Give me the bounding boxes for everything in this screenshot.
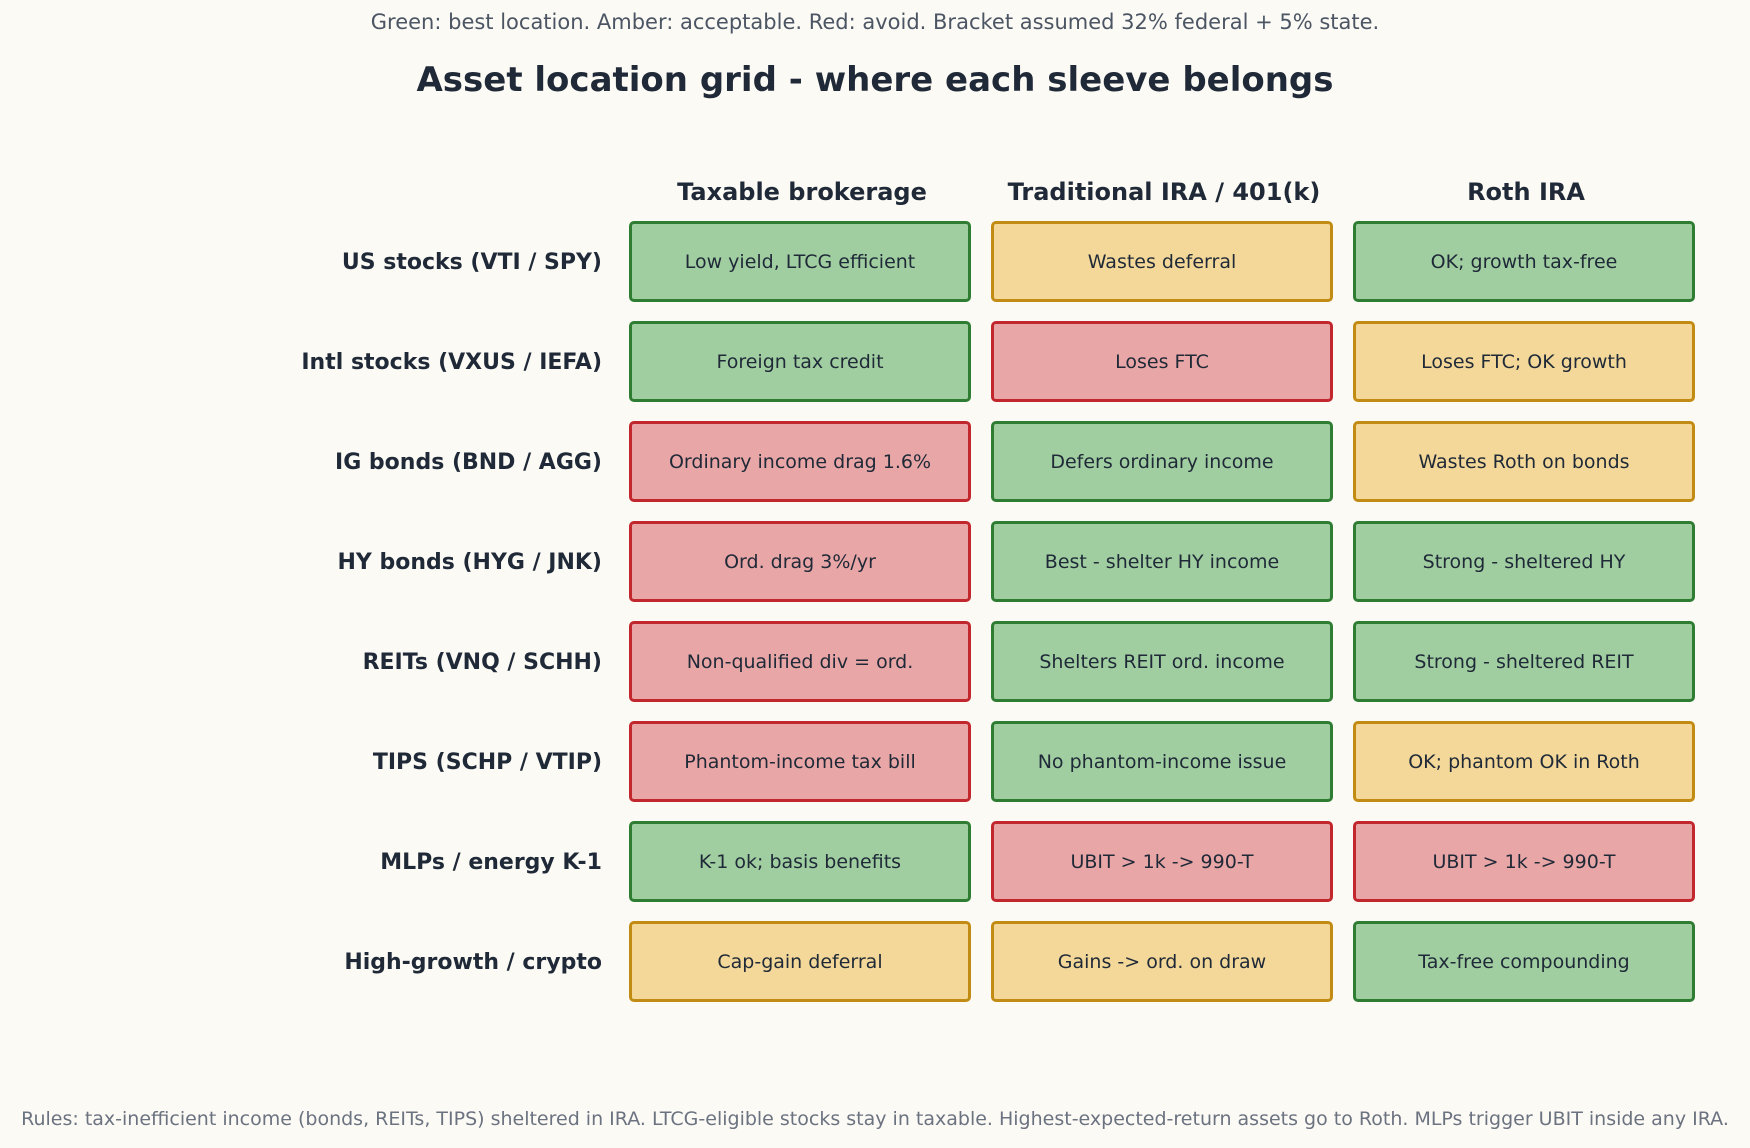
grid-cell: Defers ordinary income: [991, 421, 1333, 502]
grid-cell: Loses FTC; OK growth: [1353, 321, 1695, 402]
row-label-intl-stocks: Intl stocks (VXUS / IEFA): [301, 350, 602, 375]
legend-note: Green: best location. Amber: acceptable.…: [370, 10, 1380, 34]
row-label-tips: TIPS (SCHP / VTIP): [372, 750, 602, 775]
column-header-traditional-ira: Traditional IRA / 401(k): [1007, 178, 1321, 206]
grid-cell: Cap-gain deferral: [629, 921, 971, 1002]
grid-cell: Low yield, LTCG efficient: [629, 221, 971, 302]
grid-cell: Strong - sheltered REIT: [1353, 621, 1695, 702]
grid-cell: K-1 ok; basis benefits: [629, 821, 971, 902]
grid-cell: Ordinary income drag 1.6%: [629, 421, 971, 502]
row-label-hy-bonds: HY bonds (HYG / JNK): [337, 550, 602, 575]
row-label-ig-bonds: IG bonds (BND / AGG): [335, 450, 602, 475]
grid-cell: Phantom-income tax bill: [629, 721, 971, 802]
grid-cell: UBIT > 1k -> 990-T: [1353, 821, 1695, 902]
grid-cell: Non-qualified div = ord.: [629, 621, 971, 702]
grid-cell: Tax-free compounding: [1353, 921, 1695, 1002]
column-header-roth-ira: Roth IRA: [1467, 178, 1585, 206]
diagram-title: Asset location grid - where each sleeve …: [416, 60, 1334, 100]
column-header-taxable: Taxable brokerage: [677, 178, 927, 206]
grid-cell: Gains -> ord. on draw: [991, 921, 1333, 1002]
grid-cell: Strong - sheltered HY: [1353, 521, 1695, 602]
rules-note: Rules: tax-inefficient income (bonds, RE…: [21, 1108, 1729, 1130]
grid-cell: No phantom-income issue: [991, 721, 1333, 802]
grid-cell: Shelters REIT ord. income: [991, 621, 1333, 702]
grid-cell: Foreign tax credit: [629, 321, 971, 402]
row-label-us-stocks: US stocks (VTI / SPY): [341, 250, 602, 275]
grid-cell: Wastes deferral: [991, 221, 1333, 302]
grid-cell: OK; phantom OK in Roth: [1353, 721, 1695, 802]
grid-cell: Ord. drag 3%/yr: [629, 521, 971, 602]
grid-cell: Loses FTC: [991, 321, 1333, 402]
grid-cell: Best - shelter HY income: [991, 521, 1333, 602]
row-label-reits: REITs (VNQ / SCHH): [362, 650, 602, 675]
grid-cell: Wastes Roth on bonds: [1353, 421, 1695, 502]
grid-cell: OK; growth tax-free: [1353, 221, 1695, 302]
row-label-mlps: MLPs / energy K-1: [380, 850, 602, 875]
grid-cell: UBIT > 1k -> 990-T: [991, 821, 1333, 902]
row-label-high-growth: High-growth / crypto: [344, 950, 602, 975]
